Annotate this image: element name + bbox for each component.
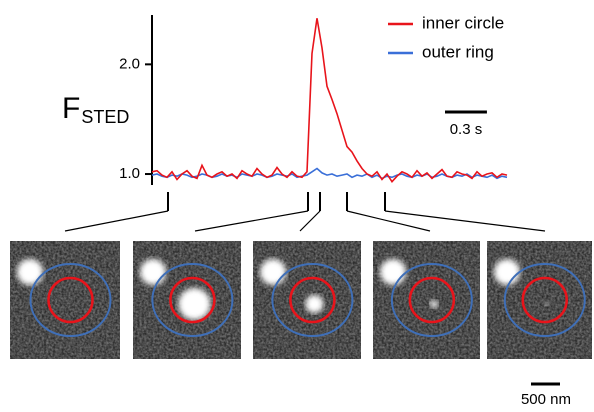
image-panels (10, 241, 592, 359)
inner-circle (289, 276, 336, 324)
center-spot (429, 300, 438, 308)
outer-ring (503, 263, 586, 337)
outer-ring (29, 263, 112, 337)
connector (346, 210, 431, 232)
outer-ring (271, 263, 354, 337)
y-axis-label: FSTED (62, 92, 129, 127)
bright-spot (260, 259, 286, 285)
bright-spot (140, 259, 166, 285)
center-spot (178, 288, 211, 320)
data-line (151, 18, 508, 184)
inner-circle (169, 276, 216, 324)
image-noise (487, 241, 592, 359)
outer-ring (390, 263, 473, 337)
bright-spot (17, 259, 43, 285)
inner-circle (521, 276, 568, 324)
connector (194, 210, 309, 232)
center-spot (544, 302, 549, 306)
connector (64, 210, 169, 232)
legend-label: inner circle (422, 13, 504, 32)
image-noise (373, 241, 480, 359)
inner-circle (47, 276, 94, 324)
connector (299, 210, 321, 232)
inner-circle (408, 276, 456, 324)
image-noise (10, 241, 120, 359)
y-tick-label: 2.0 (119, 55, 140, 72)
image-scale-bar-label: 500 nm (521, 391, 571, 408)
scale-bar-label: 0.3 s (450, 121, 483, 138)
connector (384, 210, 546, 232)
outer-ring (151, 263, 234, 337)
center-spot (305, 295, 324, 313)
legend-label: outer ring (422, 42, 494, 61)
y-tick-label: 1.0 (119, 165, 140, 182)
bright-spot (380, 259, 406, 285)
bright-spot (494, 259, 520, 285)
